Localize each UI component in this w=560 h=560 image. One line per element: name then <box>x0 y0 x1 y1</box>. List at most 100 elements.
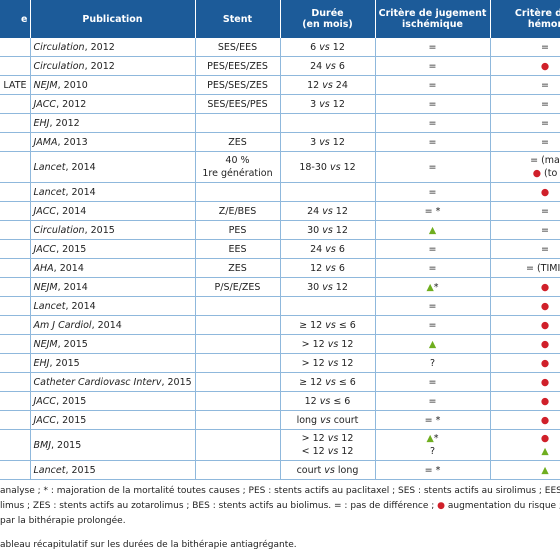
table-cell <box>0 151 31 183</box>
table-cell: = * <box>375 460 491 480</box>
table-cell: Circulation, 2015 <box>30 220 196 240</box>
table-cell <box>0 258 31 278</box>
footnote-line: par la bithérapie prolongée. <box>0 516 126 526</box>
header-cell: e <box>0 0 31 38</box>
table-cell <box>0 239 31 259</box>
table-cell: AHA, 2014 <box>30 258 196 278</box>
table-cell: court vs long <box>280 460 376 480</box>
table-cell: = (ma ● (to <box>490 151 560 183</box>
table-cell: ● ▲ <box>490 429 560 461</box>
table-cell: ● <box>490 296 560 316</box>
table-cell <box>195 391 281 411</box>
table-row: JACC, 2015 long vs court = * ● <box>0 410 560 430</box>
cell-line: (en mois) <box>302 19 353 30</box>
table-cell: ● <box>490 353 560 373</box>
table-cell: = <box>375 113 491 133</box>
table-cell: ? <box>375 353 491 373</box>
table-cell <box>280 296 376 316</box>
cell-line: < 12 vs 12 <box>301 446 354 457</box>
table-cell: = <box>375 151 491 183</box>
header-cell: Critère de jhémor <box>490 0 560 38</box>
cell-line: ischémique <box>402 19 463 30</box>
table-cell: JAMA, 2013 <box>30 132 196 152</box>
table-cell: Circulation, 2012 <box>30 56 196 76</box>
table-cell: Am J Cardiol, 2014 <box>30 315 196 335</box>
table-cell: 24 vs 6 <box>280 239 376 259</box>
table-cell <box>0 429 31 461</box>
table-cell: Lancet, 2014 <box>30 296 196 316</box>
table-cell: ≥ 12 vs ≤ 6 <box>280 315 376 335</box>
table-cell: ● <box>490 182 560 202</box>
table-cell: EES <box>195 239 281 259</box>
table-cell: = <box>490 239 560 259</box>
table-cell: JACC, 2014 <box>30 201 196 221</box>
table-cell: NEJM, 2010 <box>30 75 196 95</box>
table-cell <box>0 353 31 373</box>
table-cell: SES/EES/PES <box>195 94 281 114</box>
table-cell <box>0 391 31 411</box>
table-cell: 12 vs 6 <box>280 258 376 278</box>
table-cell: 40 % 1re génération <box>195 151 281 183</box>
table-cell <box>0 334 31 354</box>
table-row: Circulation, 2012 SES/EES 6 vs 12 = = <box>0 38 560 57</box>
footnote-line: limus ; ZES : stents actifs au zotarolim… <box>0 501 560 511</box>
table-cell: ● <box>490 391 560 411</box>
table-cell <box>0 220 31 240</box>
table-cell: 3 vs 12 <box>280 132 376 152</box>
table-cell: = <box>375 182 491 202</box>
table-cell <box>0 38 31 57</box>
header-cell: Stent <box>195 0 281 38</box>
table-cell: = <box>490 220 560 240</box>
table-cell: = * <box>375 201 491 221</box>
table-cell: EHJ, 2012 <box>30 113 196 133</box>
table-cell <box>0 277 31 297</box>
cell-line: ▲ <box>541 446 549 457</box>
table-cell <box>195 372 281 392</box>
table-body: Circulation, 2012 SES/EES 6 vs 12 = = Circula… <box>0 38 560 480</box>
table-cell: long vs court <box>280 410 376 430</box>
table-cell: 18-30 vs 12 <box>280 151 376 183</box>
table-cell: 30 vs 12 <box>280 220 376 240</box>
table-cell <box>195 353 281 373</box>
header-cell: Publication <box>30 0 196 38</box>
footnote-line: analyse ; * : majoration de la mortalité… <box>0 486 560 496</box>
cell-line: hémor <box>527 19 560 30</box>
table-row: BMJ, 2015 > 12 vs 12 < 12 vs 12 ▲*? ● ▲ <box>0 429 560 461</box>
table-cell: JACC, 2015 <box>30 410 196 430</box>
table-cell: BMJ, 2015 <box>30 429 196 461</box>
table-cell: ▲*? <box>375 429 491 461</box>
table-cell: P/S/E/ZES <box>195 277 281 297</box>
table-cell <box>195 113 281 133</box>
cell-line: > 12 vs 12 <box>301 433 354 444</box>
table-cell: SES/EES <box>195 38 281 57</box>
table-cell: 30 vs 12 <box>280 277 376 297</box>
cell-line: Critère de jugement <box>378 8 487 19</box>
table-cell: 12 vs 24 <box>280 75 376 95</box>
table-cell: 3 vs 12 <box>280 94 376 114</box>
table-cell: ● <box>490 277 560 297</box>
table-cell <box>0 94 31 114</box>
table-row: Catheter Cardiovasc Interv, 2015 ≥ 12 vs … <box>0 372 560 392</box>
cell-line: = (ma <box>530 155 560 166</box>
table-cell: ▲ <box>375 334 491 354</box>
table-cell: ● <box>490 372 560 392</box>
table-cell: = <box>375 132 491 152</box>
table-cell <box>0 372 31 392</box>
table-cell: ▲ <box>375 220 491 240</box>
cell-line: ? <box>429 446 436 457</box>
table-row: JACC, 2014 Z/E/BES 24 vs 12 = * = <box>0 201 560 221</box>
table-cell: = <box>490 113 560 133</box>
table-cell <box>195 296 281 316</box>
table-cell <box>0 182 31 202</box>
table-cell <box>280 113 376 133</box>
table-cell: = <box>375 239 491 259</box>
table-cell <box>195 410 281 430</box>
table-row: LATE NEJM, 2010 PES/SES/ZES 12 vs 24 = = <box>0 75 560 95</box>
header-row: e Publication Stent Durée (en mois) Critère d… <box>0 0 560 38</box>
header-cell: Durée (en mois) <box>280 0 376 38</box>
table-cell: JACC, 2015 <box>30 239 196 259</box>
table-cell: = (TIMI) <box>490 258 560 278</box>
table-cell: EHJ, 2015 <box>30 353 196 373</box>
